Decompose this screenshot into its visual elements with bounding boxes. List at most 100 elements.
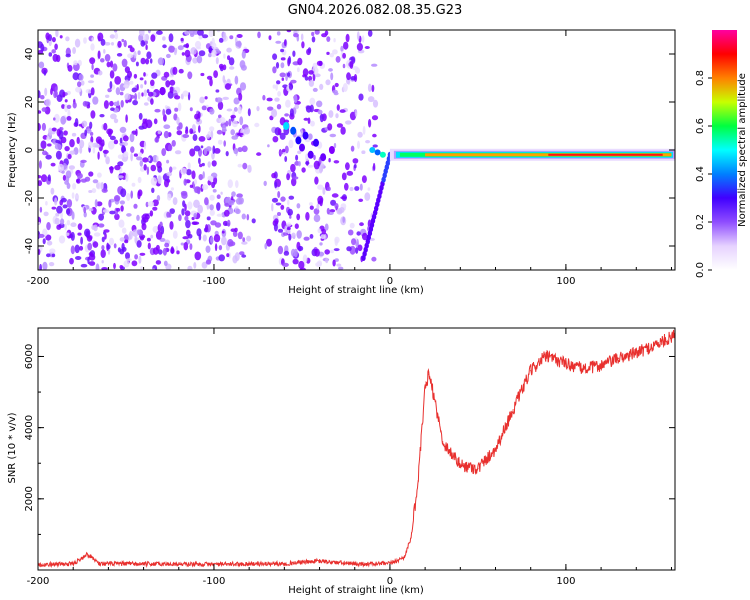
noise-blob [235, 208, 241, 215]
noise-blob [123, 84, 130, 88]
noise-blob [199, 163, 203, 168]
noise-blob [228, 241, 236, 247]
x-tick-label: -200 [27, 276, 50, 287]
noise-blob [211, 181, 216, 189]
noise-blob [134, 93, 138, 101]
noise-blob [172, 66, 178, 75]
noise-blob [325, 79, 331, 86]
noise-blob [314, 248, 320, 257]
noise-blob [119, 126, 127, 133]
noise-blob [140, 40, 146, 47]
snr-point [618, 357, 620, 359]
noise-blob [138, 152, 143, 157]
cluster-blob [302, 131, 309, 140]
noise-blob [180, 37, 184, 42]
noise-blob [169, 86, 174, 94]
noise-blob [131, 260, 138, 267]
noise-blob [238, 92, 243, 101]
noise-blob [60, 218, 65, 225]
noise-blob [226, 219, 231, 227]
noise-blob [277, 191, 281, 198]
noise-blob [45, 32, 50, 40]
noise-blob [368, 118, 372, 128]
noise-blob [226, 108, 233, 112]
noise-blob [238, 197, 244, 205]
noise-blob [222, 31, 227, 41]
noise-blob [193, 179, 198, 185]
noise-blob [79, 245, 84, 251]
noise-blob [203, 147, 207, 156]
noise-blob [309, 205, 314, 210]
noise-blob [277, 245, 284, 255]
noise-blob [332, 259, 336, 267]
noise-blob [98, 213, 104, 221]
noise-blob [277, 91, 281, 97]
noise-blob [93, 224, 98, 232]
noise-blob [345, 120, 352, 125]
noise-blob [51, 206, 57, 210]
noise-blob [271, 197, 279, 203]
noise-blob [215, 89, 220, 93]
noise-blob [59, 127, 64, 131]
noise-blob [345, 162, 350, 171]
noise-blob [236, 193, 243, 198]
noise-blob [193, 199, 200, 208]
noise-blob [64, 223, 67, 231]
noise-blob [119, 137, 123, 144]
noise-blob [39, 263, 42, 270]
noise-blob [284, 156, 288, 162]
noise-blob [72, 72, 80, 81]
noise-blob [334, 82, 339, 88]
noise-blob [170, 187, 174, 191]
noise-blob [205, 245, 211, 253]
noise-blob [275, 83, 278, 91]
noise-blob [53, 117, 56, 121]
noise-blob [117, 247, 121, 253]
noise-blob [237, 163, 243, 168]
noise-blob [191, 216, 195, 221]
noise-blob [139, 252, 146, 256]
noise-blob [51, 127, 57, 132]
noise-blob [208, 30, 214, 38]
noise-blob [106, 61, 111, 68]
noise-blob [132, 99, 139, 106]
noise-blob [362, 125, 366, 135]
y-tick-label: 2000 [24, 486, 35, 511]
noise-blob [229, 66, 235, 70]
noise-blob [205, 259, 212, 265]
snr-background [38, 328, 675, 570]
noise-blob [117, 40, 122, 48]
noise-blob [101, 188, 108, 193]
noise-blob [342, 63, 346, 69]
noise-blob [293, 33, 299, 38]
colorbar-scale [712, 30, 737, 270]
noise-blob [126, 213, 132, 217]
noise-blob [189, 243, 193, 251]
noise-blob [313, 160, 320, 170]
noise-blob [226, 47, 232, 53]
noise-blob [239, 251, 245, 256]
noise-blob [301, 41, 305, 49]
noise-blob [322, 187, 326, 195]
noise-blob [345, 33, 350, 43]
noise-blob [105, 156, 110, 165]
noise-blob [142, 33, 146, 43]
noise-blob [114, 32, 119, 40]
noise-blob [296, 213, 301, 221]
noise-blob [90, 87, 95, 96]
noise-blob [121, 227, 127, 234]
noise-blob [338, 266, 344, 270]
noise-blob [371, 115, 379, 121]
noise-blob [124, 239, 129, 244]
noise-blob [230, 129, 235, 136]
noise-blob [98, 223, 105, 228]
noise-blob [141, 92, 144, 97]
noise-blob [68, 165, 75, 170]
noise-blob [266, 238, 272, 247]
noise-blob [358, 198, 364, 202]
noise-blob [69, 150, 76, 155]
noise-blob [153, 118, 158, 125]
noise-blob [356, 31, 360, 41]
noise-blob [367, 96, 375, 103]
noise-blob [246, 235, 252, 242]
